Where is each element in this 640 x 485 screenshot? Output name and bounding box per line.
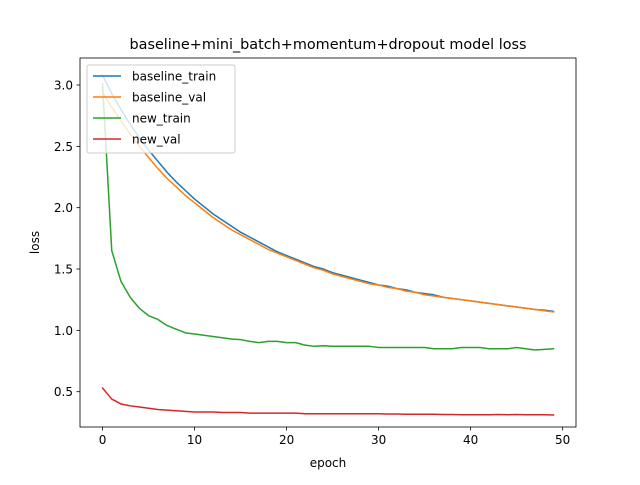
x-tick-label: 20 xyxy=(279,433,294,447)
axis-ticks: 0 10 20 30 40 50 0.5 1.0 1.5 2.0 2.5 3.0 xyxy=(54,79,570,447)
x-tick-label: 30 xyxy=(371,433,386,447)
x-tick-label: 50 xyxy=(555,433,570,447)
x-tick-label: 40 xyxy=(463,433,478,447)
y-axis-label: loss xyxy=(28,231,42,254)
y-tick-label: 2.5 xyxy=(54,140,73,154)
legend-label: new_val xyxy=(132,133,181,147)
x-axis-label: epoch xyxy=(310,456,347,470)
x-tick-label: 0 xyxy=(99,433,107,447)
legend-label: baseline_val xyxy=(132,91,206,105)
y-tick-label: 2.0 xyxy=(54,201,73,215)
legend: baseline_train baseline_val new_train new_v… xyxy=(86,64,236,154)
plot-frame xyxy=(79,57,577,428)
y-tick-label: 1.5 xyxy=(54,263,73,277)
y-tick-label: 1.0 xyxy=(54,324,73,338)
series-line-new-train xyxy=(101,82,555,351)
y-tick-label: 0.5 xyxy=(54,385,73,399)
legend-box xyxy=(86,64,236,154)
chart-title: baseline+mini_batch+momentum+dropout mod… xyxy=(130,37,527,53)
legend-label: baseline_train xyxy=(132,70,216,84)
x-tick-label: 10 xyxy=(187,433,202,447)
series-lines xyxy=(101,74,555,416)
series-line-baseline-val xyxy=(101,91,555,313)
series-line-new-val xyxy=(101,386,555,416)
legend-label: new_train xyxy=(132,112,191,126)
y-tick-label: 3.0 xyxy=(54,79,73,93)
